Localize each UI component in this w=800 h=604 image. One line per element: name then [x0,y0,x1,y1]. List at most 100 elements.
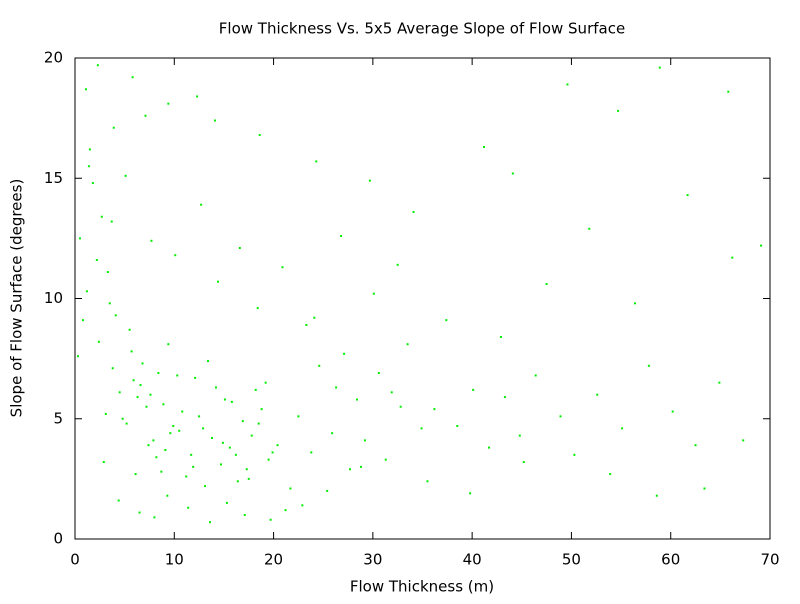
point [162,403,165,406]
point [172,424,175,427]
point [633,302,636,305]
point [313,316,316,319]
point [236,480,239,483]
point [545,283,548,286]
point [258,133,261,136]
point [125,422,128,425]
x-tick-label: 60 [661,551,680,569]
point [647,364,650,367]
point [694,444,697,447]
points [76,64,763,524]
point [518,434,521,437]
point [181,410,184,413]
point [331,432,334,435]
point [149,393,152,396]
point [254,388,257,391]
chart-title: Flow Thickness Vs. 5x5 Average Slope of … [219,20,625,38]
point [609,473,612,476]
point [318,364,321,367]
point [355,398,358,401]
point [81,319,84,322]
point [671,410,674,413]
point [190,453,193,456]
point [153,516,156,519]
point [503,396,506,399]
point [372,292,375,295]
y-tick-label: 10 [44,289,63,307]
point [384,458,387,461]
point [130,350,133,353]
point [106,271,109,274]
point [96,64,99,67]
point [349,468,352,471]
point [326,489,329,492]
point [289,487,292,490]
point [157,372,160,375]
point [359,465,362,468]
point [100,215,103,218]
point [396,263,399,266]
point [167,102,170,105]
point [267,458,270,461]
point [727,90,730,93]
point [112,126,115,129]
point [511,172,514,175]
point [128,328,131,331]
point [176,374,179,377]
point [703,487,706,490]
plot-border [74,57,771,540]
point [104,412,107,415]
point [145,405,148,408]
point [245,468,248,471]
point [139,384,142,387]
point [760,244,763,247]
point [445,319,448,322]
point [131,76,134,79]
point [534,374,537,377]
point [276,444,279,447]
x-tick-label: 0 [70,551,80,569]
x-tick-label: 10 [165,551,184,569]
point [573,453,576,456]
point [621,427,624,430]
point [243,513,246,516]
point [84,88,87,91]
point [377,372,380,375]
point [213,119,216,122]
point [368,179,371,182]
point [340,234,343,237]
y-tick-label: 15 [44,169,63,187]
point [264,381,267,384]
point [301,504,304,507]
point [138,511,141,514]
point [110,220,113,223]
point [420,427,423,430]
point [247,477,250,480]
point [124,174,127,177]
point [297,415,300,418]
point [167,343,170,346]
x-tick-label: 40 [463,551,482,569]
point [209,521,212,524]
point [108,302,111,305]
point [617,109,620,112]
point [150,239,153,242]
x-tick-label: 70 [760,551,779,569]
point [178,429,181,432]
point [390,391,393,394]
point [117,499,120,502]
point [219,463,222,466]
point [399,405,402,408]
point [166,494,169,497]
point [658,66,661,69]
point [194,376,197,379]
point [488,446,491,449]
point [343,352,346,355]
point [152,439,155,442]
point [202,427,205,430]
point [335,386,338,389]
point [155,456,158,459]
point [214,386,217,389]
point [78,237,81,240]
